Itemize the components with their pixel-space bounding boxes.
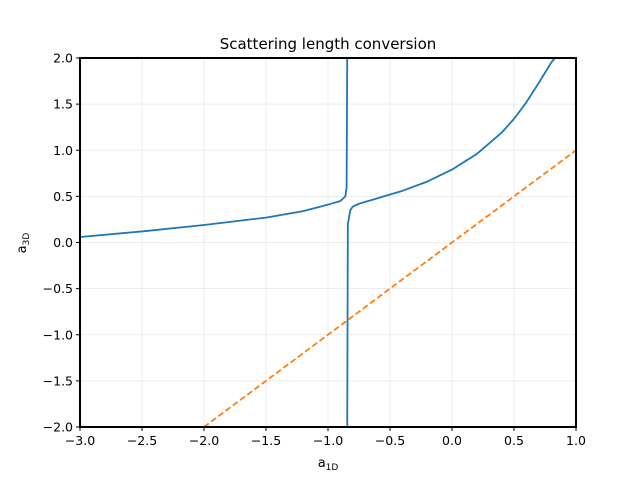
y-tick-label: −1.5 — [43, 373, 73, 388]
x-tick-label: −2.0 — [189, 433, 219, 448]
y-tick-label: −1.0 — [43, 327, 73, 342]
y-tick-label: 2.0 — [53, 51, 73, 66]
series-line-3 — [203, 149, 577, 428]
chart-title: Scattering length conversion — [220, 35, 437, 53]
y-tick-label: −0.5 — [43, 281, 73, 296]
x-tick-label: −2.5 — [127, 433, 157, 448]
y-tick-label: 0.0 — [53, 235, 73, 250]
series-layer — [79, 57, 577, 428]
x-tick-label: −0.5 — [375, 433, 405, 448]
x-tick-label: −3.0 — [65, 433, 95, 448]
y-tick-label: −2.0 — [43, 420, 73, 435]
y-tick-label: 0.5 — [53, 189, 73, 204]
x-tick-label: 0.0 — [442, 433, 462, 448]
ticks: −3.0 −2.5 −2.0 −1.5 −1.0 −0.5 0.0 0.5 1.0 −2.0 −1.… — [43, 51, 586, 449]
y-tick-label: 1.5 — [53, 97, 73, 112]
y-axis-label: a3D — [15, 233, 32, 254]
x-axis-label: a1D — [318, 456, 339, 473]
series-line-2 — [346, 57, 556, 428]
y-tick-label: 1.0 — [53, 143, 73, 158]
x-tick-label: −1.0 — [313, 433, 343, 448]
x-tick-label: 0.5 — [504, 433, 524, 448]
series-line-1 — [79, 57, 349, 238]
x-tick-label: −1.5 — [251, 433, 281, 448]
x-tick-label: 1.0 — [566, 433, 586, 448]
